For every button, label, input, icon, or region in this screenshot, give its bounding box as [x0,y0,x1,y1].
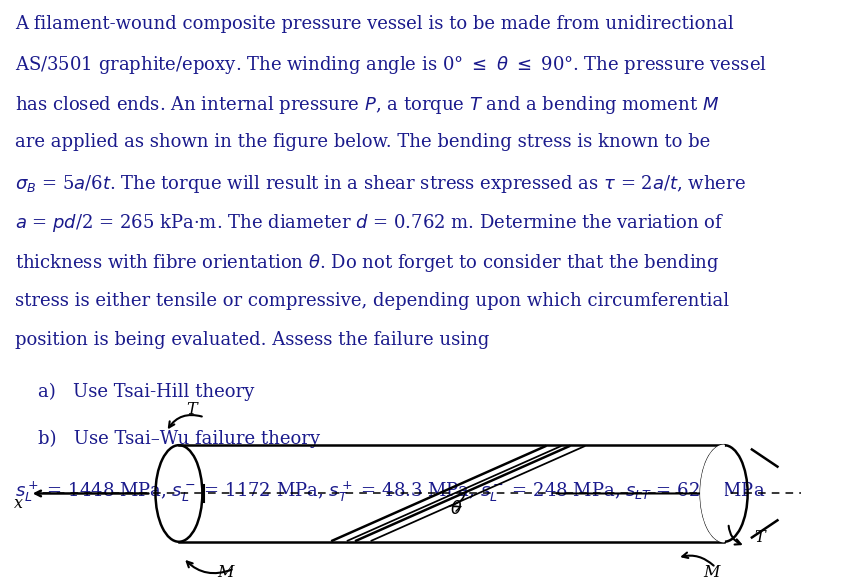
Text: AS/3501 graphite/epoxy. The winding angle is 0° $\leq$ $\theta$ $\leq$ 90°. The : AS/3501 graphite/epoxy. The winding angl… [15,54,768,76]
Polygon shape [701,445,724,542]
Text: $a$ = $pd$/2 = 265 kPa·m. The diameter $d$ = 0.762 m. Determine the variation of: $a$ = $pd$/2 = 265 kPa·m. The diameter $… [15,212,725,235]
Text: b)   Use Tsai–Wu failure theory: b) Use Tsai–Wu failure theory [38,430,320,448]
Text: position is being evaluated. Assess the failure using: position is being evaluated. Assess the … [15,331,490,349]
Text: T: T [755,529,765,546]
Text: $\theta$: $\theta$ [450,500,462,518]
Text: $s_L^+$ = 1448 MPa, $s_L^-$ = 1172 MPa, $s_T^+$ = 48.3 MPa, $s_L^-$ = 248 MPa, $: $s_L^+$ = 1448 MPa, $s_L^-$ = 1172 MPa, … [15,480,766,504]
Text: M: M [217,563,234,581]
Text: $\sigma_B$ = 5$a$/6$t$. The torque will result in a shear stress expressed as $\: $\sigma_B$ = 5$a$/6$t$. The torque will … [15,173,746,195]
Text: are applied as shown in the figure below. The bending stress is known to be: are applied as shown in the figure below… [15,133,711,151]
Text: T: T [187,401,197,418]
Text: x: x [14,495,23,513]
Text: A filament-wound composite pressure vessel is to be made from unidirectional: A filament-wound composite pressure vess… [15,15,734,33]
Text: stress is either tensile or compressive, depending upon which circumferential: stress is either tensile or compressive,… [15,292,729,310]
Text: thickness with fibre orientation $\theta$. Do not forget to consider that the be: thickness with fibre orientation $\theta… [15,252,720,274]
Text: has closed ends. An internal pressure $P$, a torque $T$ and a bending moment $M$: has closed ends. An internal pressure $P… [15,94,719,116]
Text: M: M [703,563,720,581]
Text: a)   Use Tsai-Hill theory: a) Use Tsai-Hill theory [38,382,255,401]
